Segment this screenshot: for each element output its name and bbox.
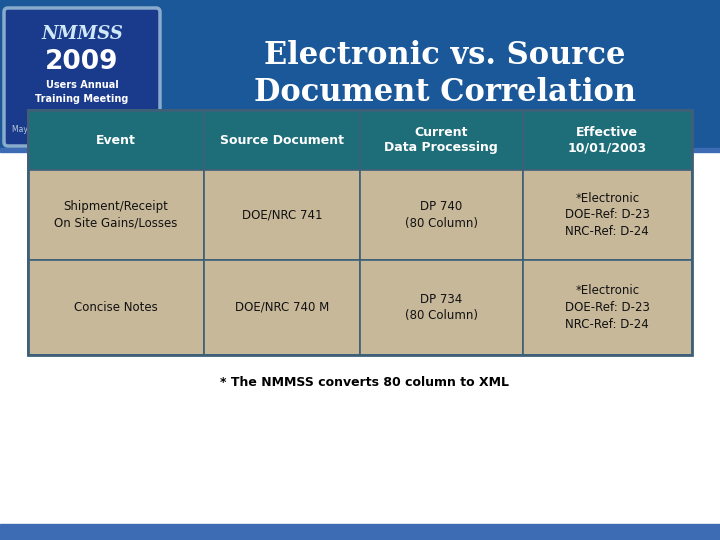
Text: *Electronic
DOE-Ref: D-23
NRC-Ref: D-24: *Electronic DOE-Ref: D-23 NRC-Ref: D-24: [565, 285, 649, 330]
Bar: [204, 110, 360, 170]
Bar: [360, 170, 523, 260]
Text: Effective
10/01/2003: Effective 10/01/2003: [568, 125, 647, 154]
Text: May 19  21, 2009: May 19 21, 2009: [12, 125, 78, 134]
Bar: [360, 260, 523, 355]
Bar: [0, 524, 720, 540]
Bar: [360, 110, 523, 170]
Bar: [28, 110, 204, 170]
Text: Event: Event: [96, 133, 136, 146]
Text: *Electronic
DOE-Ref: D-23
NRC-Ref: D-24: *Electronic DOE-Ref: D-23 NRC-Ref: D-24: [565, 192, 649, 238]
Text: Shipment/Receipt
On Site Gains/Losses: Shipment/Receipt On Site Gains/Losses: [54, 200, 178, 230]
Bar: [523, 110, 692, 170]
Text: NMMSS: NMMSS: [41, 25, 123, 43]
Bar: [28, 170, 204, 260]
Bar: [523, 170, 692, 260]
Text: Concise Notes: Concise Notes: [74, 301, 158, 314]
Bar: [28, 260, 204, 355]
Text: DOE/NRC 741: DOE/NRC 741: [242, 208, 323, 221]
Bar: [0, 0, 720, 148]
Bar: [0, 148, 720, 152]
Text: 2009: 2009: [45, 49, 119, 75]
Text: * The NMMSS converts 80 column to XML: * The NMMSS converts 80 column to XML: [220, 376, 509, 389]
Text: DOE/NRC 740 M: DOE/NRC 740 M: [235, 301, 329, 314]
Text: DP 740
(80 Column): DP 740 (80 Column): [405, 200, 478, 230]
FancyBboxPatch shape: [4, 8, 160, 146]
Bar: [28, 110, 692, 355]
Text: Current
Data Processing: Current Data Processing: [384, 125, 498, 154]
Bar: [204, 260, 360, 355]
Text: DP 734
(80 Column): DP 734 (80 Column): [405, 293, 478, 322]
Text: Users Annual
Training Meeting: Users Annual Training Meeting: [35, 80, 129, 104]
Text: Source Document: Source Document: [220, 133, 344, 146]
Text: Denver, Colorado: Denver, Colorado: [85, 125, 152, 134]
Text: Electronic vs. Source
Document Correlation: Electronic vs. Source Document Correlati…: [254, 40, 636, 108]
Bar: [204, 170, 360, 260]
Bar: [523, 260, 692, 355]
